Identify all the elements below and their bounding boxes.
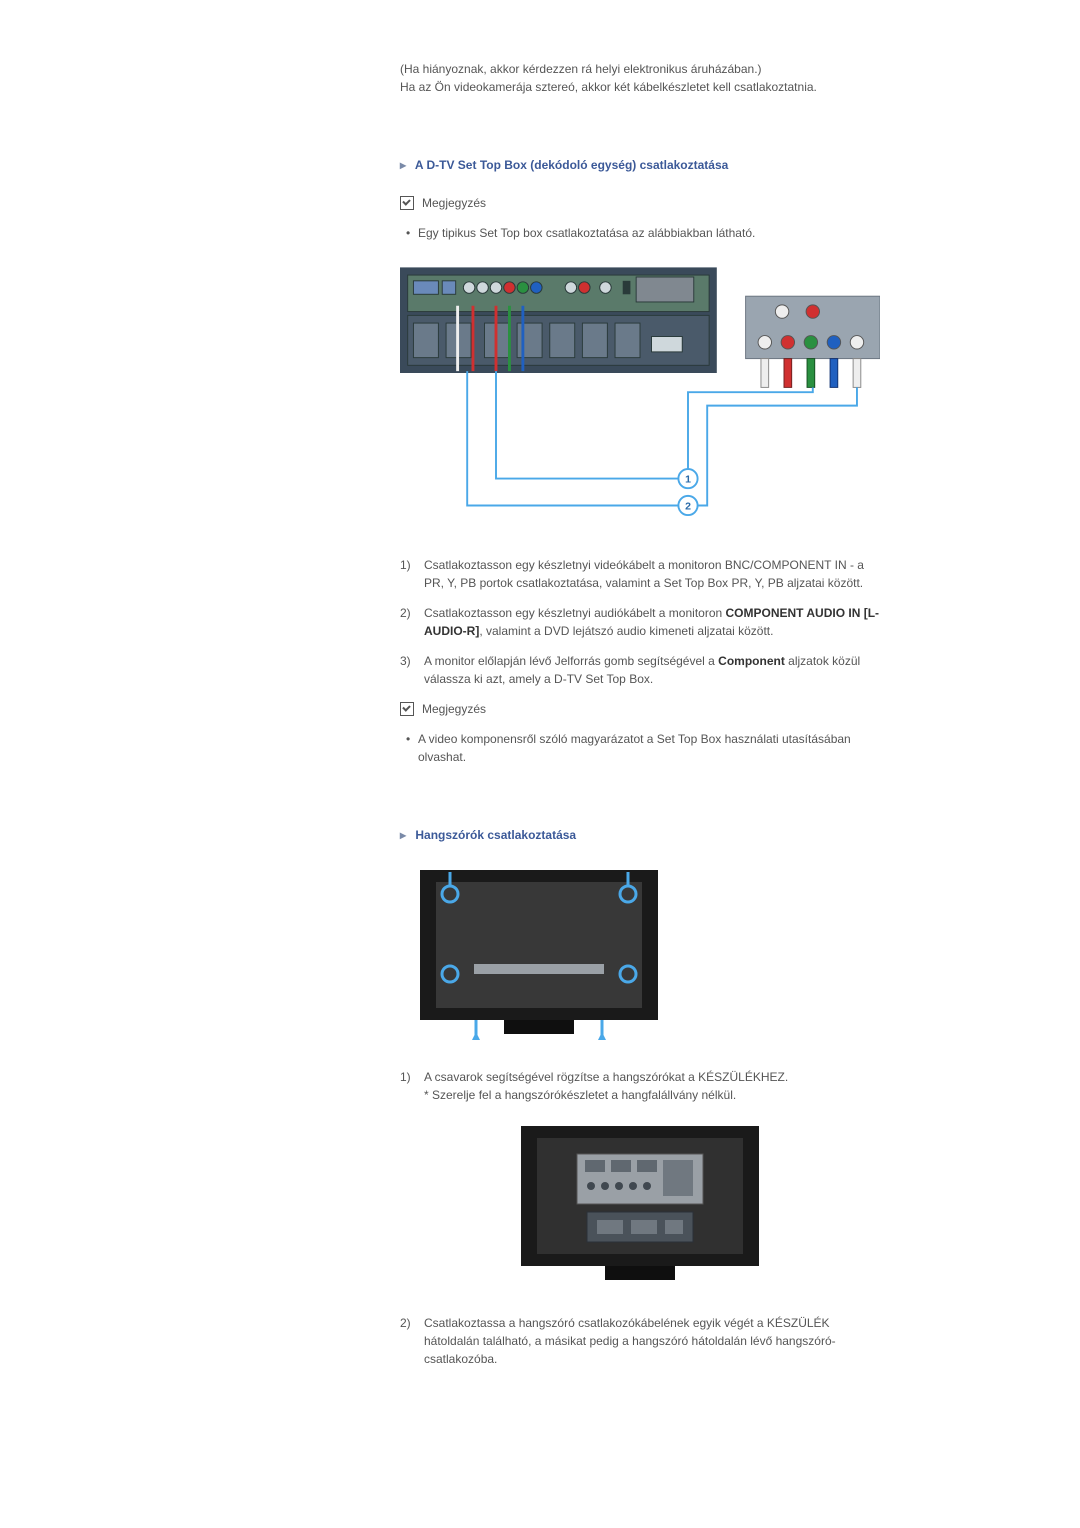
speaker-mount-svg [414, 864, 664, 1044]
svg-text:2: 2 [685, 500, 691, 512]
section-title-text: Hangszórók csatlakoztatása [415, 828, 576, 842]
speaker-cable-svg [515, 1120, 765, 1290]
dtv-steps: 1) Csatlakoztasson egy készletnyi videók… [400, 556, 880, 688]
figure-speaker-mount [414, 864, 880, 1044]
step-number: 2) [400, 1314, 424, 1368]
intro-text: (Ha hiányoznak, akkor kérdezzen rá helyi… [400, 60, 880, 96]
dtv-diagram-svg: 1 2 [400, 262, 880, 532]
section-title-text: A D-TV Set Top Box (dekódoló egység) csa… [415, 158, 728, 172]
step-number: 1) [400, 556, 424, 592]
step-text: Csatlakoztassa a hangszóró csatlakozókáb… [424, 1314, 880, 1368]
step-item: 2) Csatlakoztassa a hangszóró csatlakozó… [400, 1314, 880, 1368]
step-text: Csatlakoztasson egy készletnyi audiókábe… [424, 604, 880, 640]
arrow-icon: ▸ [400, 158, 406, 172]
figure-dtv-connection: 1 2 [400, 262, 880, 532]
step-number: 3) [400, 652, 424, 688]
intro-line-1: (Ha hiányoznak, akkor kérdezzen rá helyi… [400, 60, 880, 78]
bullet-item: Egy tipikus Set Top box csatlakoztatása … [400, 224, 880, 242]
step-number: 1) [400, 1068, 424, 1104]
step-text: A csavarok segítségével rögzítse a hangs… [424, 1068, 880, 1104]
step-text: A monitor előlapján lévő Jelforrás gomb … [424, 652, 880, 688]
bullet-list-2: A video komponensről szóló magyarázatot … [400, 730, 880, 766]
step-number: 2) [400, 604, 424, 640]
checkbox-icon [400, 196, 414, 210]
bullet-list-1: Egy tipikus Set Top box csatlakoztatása … [400, 224, 880, 242]
note-line-1: Megjegyzés [400, 194, 880, 212]
note-line-2: Megjegyzés [400, 700, 880, 718]
figure-speaker-cable [400, 1120, 880, 1290]
section-title-dtv: ▸ A D-TV Set Top Box (dekódoló egység) c… [400, 156, 880, 174]
bullet-item: A video komponensről szóló magyarázatot … [400, 730, 880, 766]
step-item: 1) Csatlakoztasson egy készletnyi videók… [400, 556, 880, 592]
section-title-speakers: ▸ Hangszórók csatlakoztatása [400, 826, 880, 844]
note-label: Megjegyzés [422, 194, 486, 212]
step-item: 2) Csatlakoztasson egy készletnyi audiók… [400, 604, 880, 640]
note-label: Megjegyzés [422, 700, 486, 718]
intro-line-2: Ha az Ön videokamerája sztereó, akkor ké… [400, 78, 880, 96]
step-item: 1) A csavarok segítségével rögzítse a ha… [400, 1068, 880, 1104]
step-text: Csatlakoztasson egy készletnyi videókábe… [424, 556, 880, 592]
step-item: 3) A monitor előlapján lévő Jelforrás go… [400, 652, 880, 688]
svg-text:1: 1 [685, 473, 691, 485]
speaker-step-1: 1) A csavarok segítségével rögzítse a ha… [400, 1068, 880, 1104]
checkbox-icon [400, 702, 414, 716]
speaker-step-2: 2) Csatlakoztassa a hangszóró csatlakozó… [400, 1314, 880, 1368]
arrow-icon: ▸ [400, 828, 406, 842]
